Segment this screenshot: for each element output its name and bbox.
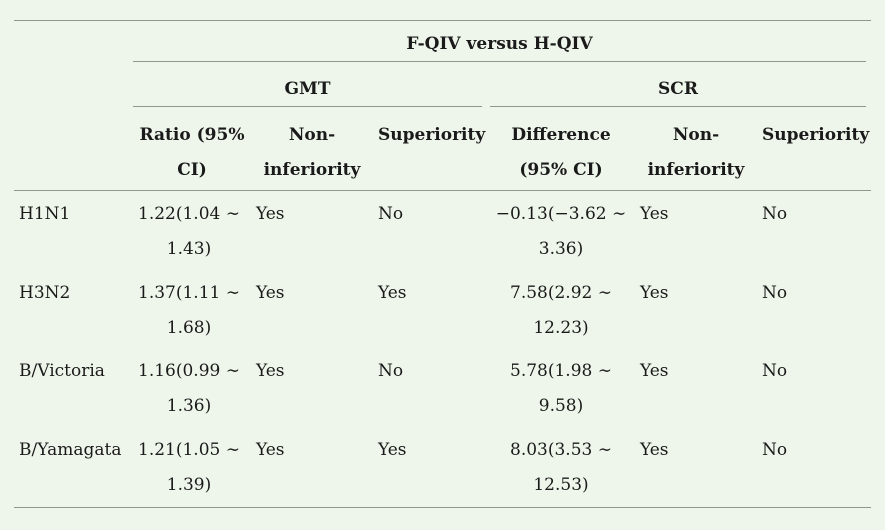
column-header-gmt-ratio: Ratio (95% CI) (139, 125, 245, 180)
column-header-gmt-superiority: Superiority (378, 125, 486, 145)
row-label-h3n2: H3N2 (19, 283, 71, 303)
column-header-rule (14, 190, 871, 191)
gmt-noninferiority-cell: Yes (256, 361, 285, 381)
row-label-b-victoria: B/Victoria (19, 361, 105, 381)
gmt-noninferiority-cell: Yes (256, 204, 285, 224)
scr-superiority-cell: No (762, 283, 788, 303)
gmt-noninferiority-cell: Yes (256, 283, 285, 303)
scr-difference-cell: −0.13(−3.62 ∼ 3.36) (495, 204, 627, 259)
gmt-ratio-cell: 1.21(1.05 ∼ 1.39) (138, 440, 240, 495)
gmt-ratio-cell: 1.37(1.11 ∼ 1.68) (138, 283, 240, 338)
gmt-superiority-cell: Yes (378, 283, 407, 303)
row-label-b-yamagata: B/Yamagata (19, 440, 122, 460)
scr-difference-cell: 7.58(2.92 ∼ 12.23) (510, 283, 612, 338)
table-top-rule (14, 20, 871, 21)
scr-superiority-cell: No (762, 440, 788, 460)
scr-header-rule (490, 106, 866, 107)
scr-noninferiority-cell: Yes (640, 361, 669, 381)
gmt-ratio-cell: 1.16(0.99 ∼ 1.36) (138, 361, 240, 416)
scr-header: SCR (658, 79, 698, 99)
gmt-header-rule (133, 106, 482, 107)
gmt-header: GMT (284, 79, 331, 99)
scr-superiority-cell: No (762, 204, 788, 224)
column-header-scr-superiority: Superiority (762, 125, 870, 145)
gmt-superiority-cell: No (378, 361, 404, 381)
gmt-noninferiority-cell: Yes (256, 440, 285, 460)
scr-difference-cell: 8.03(3.53 ∼ 12.53) (510, 440, 612, 495)
group-header-rule (133, 61, 866, 62)
scr-superiority-cell: No (762, 361, 788, 381)
column-header-scr-noninferiority: Non-inferiority (647, 125, 745, 180)
scr-difference-cell: 5.78(1.98 ∼ 9.58) (510, 361, 612, 416)
scr-noninferiority-cell: Yes (640, 283, 669, 303)
group-header: F-QIV versus H-QIV (406, 34, 593, 54)
row-label-h1n1: H1N1 (19, 204, 71, 224)
scr-noninferiority-cell: Yes (640, 204, 669, 224)
gmt-superiority-cell: No (378, 204, 404, 224)
scr-noninferiority-cell: Yes (640, 440, 669, 460)
table-bottom-rule (14, 507, 871, 508)
gmt-superiority-cell: Yes (378, 440, 407, 460)
column-header-scr-difference: Difference (95% CI) (511, 125, 611, 180)
gmt-ratio-cell: 1.22(1.04 ∼ 1.43) (138, 204, 240, 259)
column-header-gmt-noninferiority: Non-inferiority (263, 125, 361, 180)
